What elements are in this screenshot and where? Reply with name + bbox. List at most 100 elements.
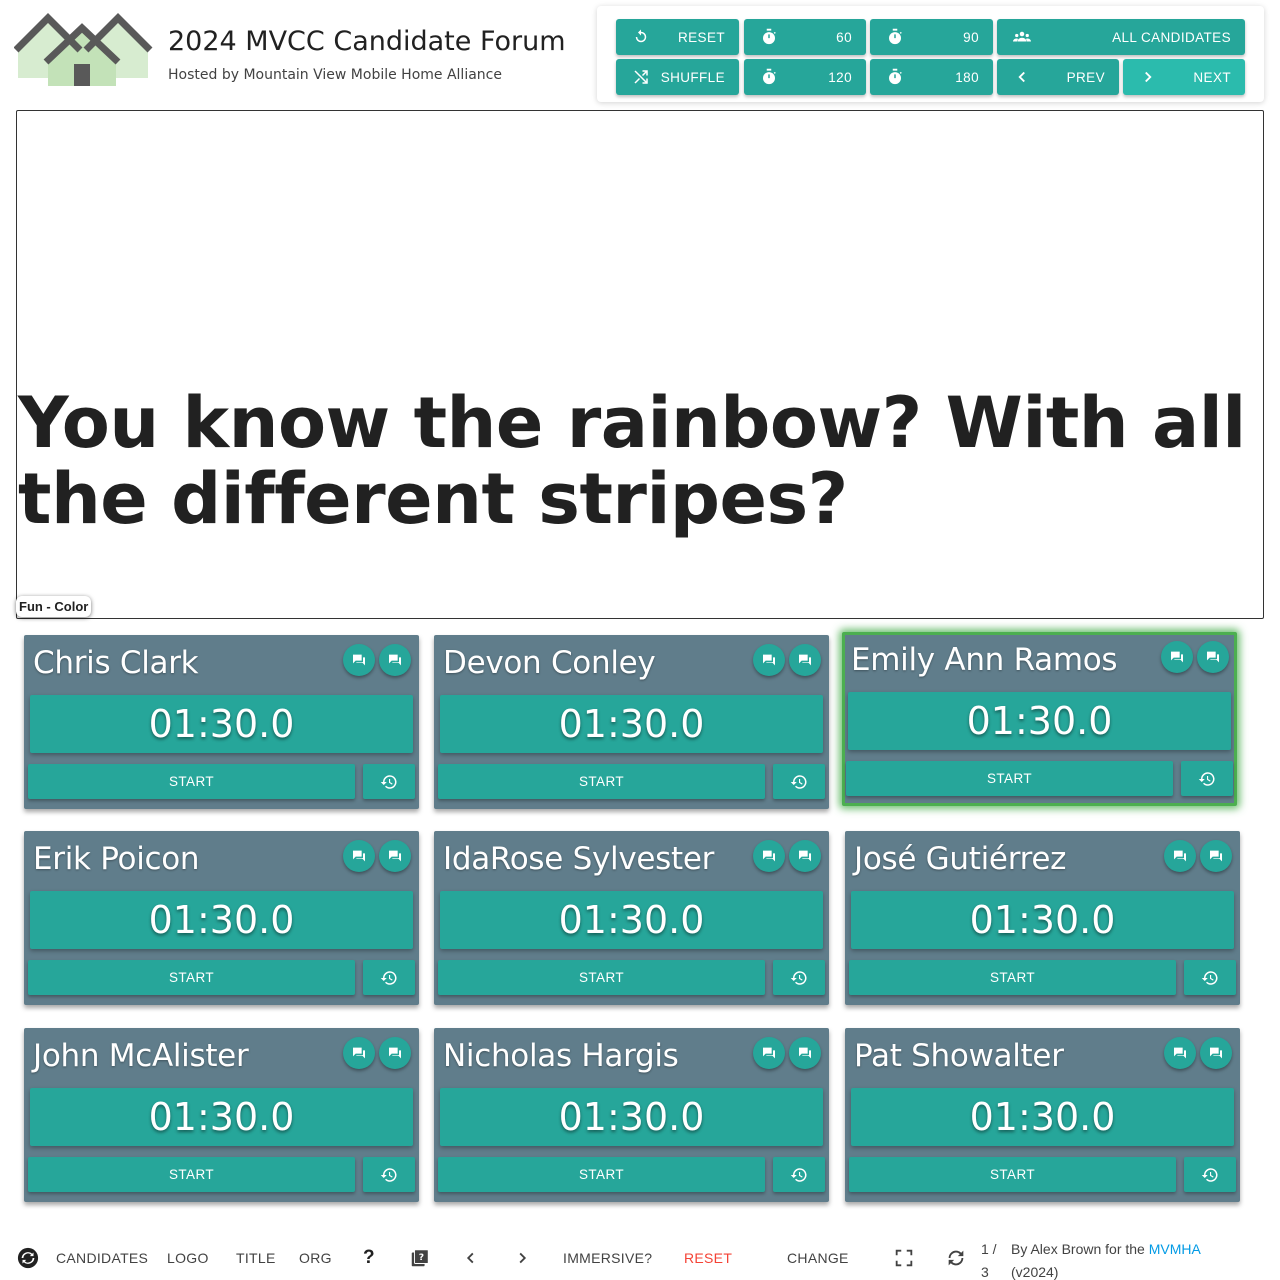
candidate-name: IdaRose Sylvester <box>443 841 715 877</box>
chat-button[interactable] <box>379 644 411 676</box>
chat-button[interactable] <box>753 1037 785 1069</box>
next-button[interactable]: NEXT <box>1123 59 1245 95</box>
candidate-timer[interactable]: 01:30.0 <box>440 695 823 753</box>
chat-button[interactable] <box>343 644 375 676</box>
chat-icon <box>1172 1045 1188 1061</box>
history-icon <box>790 773 808 791</box>
candidate-timer[interactable]: 01:30.0 <box>851 891 1234 949</box>
chat-icon <box>761 848 777 864</box>
mvmha-link[interactable]: MVMHA <box>1148 1241 1201 1257</box>
timer-90-button[interactable]: 90 <box>870 19 993 55</box>
timer-180-button[interactable]: 180 <box>870 59 993 95</box>
stopwatch-icon <box>763 28 776 45</box>
chat-button[interactable] <box>379 840 411 872</box>
chat-button[interactable] <box>379 1037 411 1069</box>
candidate-card: Devon Conley 01:30.0 START <box>434 635 829 809</box>
reset-timer-button[interactable] <box>1181 761 1233 796</box>
history-icon <box>380 969 398 987</box>
chat-icon <box>351 848 367 864</box>
chat-icon <box>797 1045 813 1061</box>
question-text: You know the rainbow? With all the diffe… <box>18 382 1246 540</box>
timer-60-button[interactable]: 60 <box>744 19 866 55</box>
footer-logo-button[interactable]: LOGO <box>167 1250 209 1266</box>
chat-icon <box>1205 649 1221 665</box>
chat-button[interactable] <box>753 644 785 676</box>
fullscreen-icon[interactable] <box>893 1247 915 1269</box>
immersive-toggle[interactable]: IMMERSIVE? <box>563 1250 653 1266</box>
timer-120-label: 120 <box>828 69 852 85</box>
candidate-card: IdaRose Sylvester 01:30.0 START <box>434 831 829 1005</box>
candidate-timer[interactable]: 01:30.0 <box>848 692 1231 750</box>
chat-button[interactable] <box>343 1037 375 1069</box>
start-button[interactable]: START <box>438 960 765 995</box>
page-current: 1 / <box>981 1241 997 1257</box>
reset-timer-button[interactable] <box>773 960 825 995</box>
candidate-timer[interactable]: 01:30.0 <box>851 1088 1234 1146</box>
candidate-timer[interactable]: 01:30.0 <box>440 1088 823 1146</box>
chat-button[interactable] <box>1164 840 1196 872</box>
start-button[interactable]: START <box>438 764 765 799</box>
timer-120-button[interactable]: 120 <box>744 59 866 95</box>
start-button[interactable]: START <box>849 960 1176 995</box>
candidate-name: Chris Clark <box>33 645 199 681</box>
shuffle-button-label: SHUFFLE <box>660 69 725 85</box>
history-icon <box>380 773 398 791</box>
start-button[interactable]: START <box>28 1157 355 1192</box>
stopwatch-icon <box>889 68 902 85</box>
chevron-right-icon <box>1145 71 1152 83</box>
start-button[interactable]: START <box>28 960 355 995</box>
sync-disabled-icon[interactable] <box>17 1247 39 1269</box>
chat-button[interactable] <box>1197 641 1229 673</box>
chat-button[interactable] <box>1200 1037 1232 1069</box>
chevron-right-icon[interactable] <box>511 1247 533 1269</box>
history-icon <box>1198 770 1216 788</box>
chat-icon <box>761 1045 777 1061</box>
candidate-timer[interactable]: 01:30.0 <box>30 695 413 753</box>
help-button[interactable]: ? <box>363 1247 375 1268</box>
reset-timer-button[interactable] <box>1184 1157 1236 1192</box>
candidate-name: John McAlister <box>33 1038 249 1074</box>
candidate-card: Nicholas Hargis 01:30.0 START <box>434 1028 829 1202</box>
reset-timer-button[interactable] <box>773 1157 825 1192</box>
reset-timer-button[interactable] <box>1184 960 1236 995</box>
reset-timer-button[interactable] <box>363 1157 415 1192</box>
footer-candidates-button[interactable]: CANDIDATES <box>56 1250 149 1266</box>
shuffle-button[interactable]: SHUFFLE <box>616 59 739 95</box>
start-button[interactable]: START <box>438 1157 765 1192</box>
chat-button[interactable] <box>1164 1037 1196 1069</box>
candidate-card: Emily Ann Ramos 01:30.0 START <box>842 632 1237 806</box>
candidate-timer[interactable]: 01:30.0 <box>440 891 823 949</box>
chat-button[interactable] <box>753 840 785 872</box>
candidate-card: Erik Poicon 01:30.0 START <box>24 831 419 1005</box>
reset-button-label: RESET <box>677 29 725 45</box>
chat-button[interactable] <box>789 644 821 676</box>
reset-timer-button[interactable] <box>363 960 415 995</box>
chevron-left-icon[interactable] <box>460 1247 482 1269</box>
reset-button[interactable]: RESET <box>616 19 739 55</box>
prev-button[interactable]: PREV <box>997 59 1119 95</box>
candidate-timer[interactable]: 01:30.0 <box>30 1088 413 1146</box>
candidate-name: Erik Poicon <box>33 841 200 877</box>
page-title: 2024 MVCC Candidate Forum <box>168 26 566 57</box>
reset-timer-button[interactable] <box>363 764 415 799</box>
footer-org-button[interactable]: ORG <box>299 1250 332 1266</box>
candidate-timer[interactable]: 01:30.0 <box>30 891 413 949</box>
start-button[interactable]: START <box>28 764 355 799</box>
footer-reset-button[interactable]: RESET <box>684 1250 733 1266</box>
chat-button[interactable] <box>1200 840 1232 872</box>
change-button[interactable]: CHANGE <box>787 1250 849 1266</box>
all-candidates-button[interactable]: ALL CANDIDATES <box>997 19 1245 55</box>
sync-icon[interactable] <box>945 1247 967 1269</box>
chat-icon <box>761 652 777 668</box>
chat-button[interactable] <box>343 840 375 872</box>
start-button[interactable]: START <box>846 761 1173 796</box>
start-button[interactable]: START <box>849 1157 1176 1192</box>
credit-text: By Alex Brown for the MVMHA (v2024) <box>1011 1238 1201 1280</box>
footer-title-button[interactable]: TITLE <box>236 1250 276 1266</box>
reset-timer-button[interactable] <box>773 764 825 799</box>
chat-button[interactable] <box>1161 641 1193 673</box>
chat-button[interactable] <box>789 840 821 872</box>
chat-button[interactable] <box>789 1037 821 1069</box>
question-bank-icon[interactable]: ? <box>409 1247 431 1269</box>
candidate-card: Pat Showalter 01:30.0 START <box>845 1028 1240 1202</box>
